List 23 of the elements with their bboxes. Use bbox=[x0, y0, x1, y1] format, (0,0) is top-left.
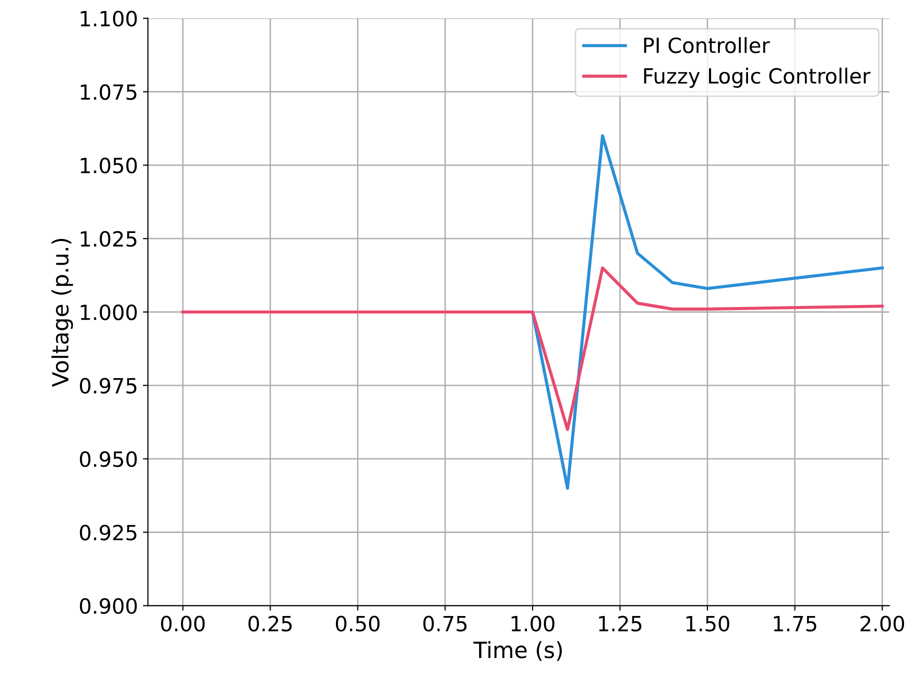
y-tick-label: 0.900 bbox=[80, 598, 137, 614]
x-axis-title: Time (s) bbox=[473, 641, 562, 661]
y-tick-label: 0.975 bbox=[80, 378, 136, 394]
x-tick-label: 0.75 bbox=[423, 616, 467, 632]
x-tick-label: 1.50 bbox=[686, 616, 730, 632]
y-tick-label: 1.050 bbox=[80, 158, 137, 174]
x-tick-label: 0.25 bbox=[248, 616, 292, 632]
y-tick-label: 1.000 bbox=[80, 304, 137, 320]
x-tick-label: 0.50 bbox=[336, 616, 380, 632]
x-tick-label: 1.00 bbox=[512, 616, 554, 632]
legend-label: Fuzzy Logic Controller bbox=[644, 68, 871, 88]
x-tick-label: 1.25 bbox=[599, 616, 642, 632]
y-tick-label: 0.925 bbox=[80, 524, 136, 540]
y-axis-title: Voltage (p.u.) bbox=[51, 238, 73, 387]
y-tick-label: 0.950 bbox=[80, 451, 137, 468]
line-series bbox=[181, 266, 884, 431]
y-tick-label: 1.025 bbox=[80, 231, 136, 247]
y-tick-label: 1.075 bbox=[80, 84, 136, 100]
y-tick-label: 1.100 bbox=[80, 10, 137, 27]
legend-label: PI Controller bbox=[644, 37, 770, 54]
x-tick-label: 1.75 bbox=[774, 616, 816, 632]
x-tick-label: 2.00 bbox=[860, 616, 904, 632]
x-tick-label: 0.00 bbox=[161, 616, 205, 632]
